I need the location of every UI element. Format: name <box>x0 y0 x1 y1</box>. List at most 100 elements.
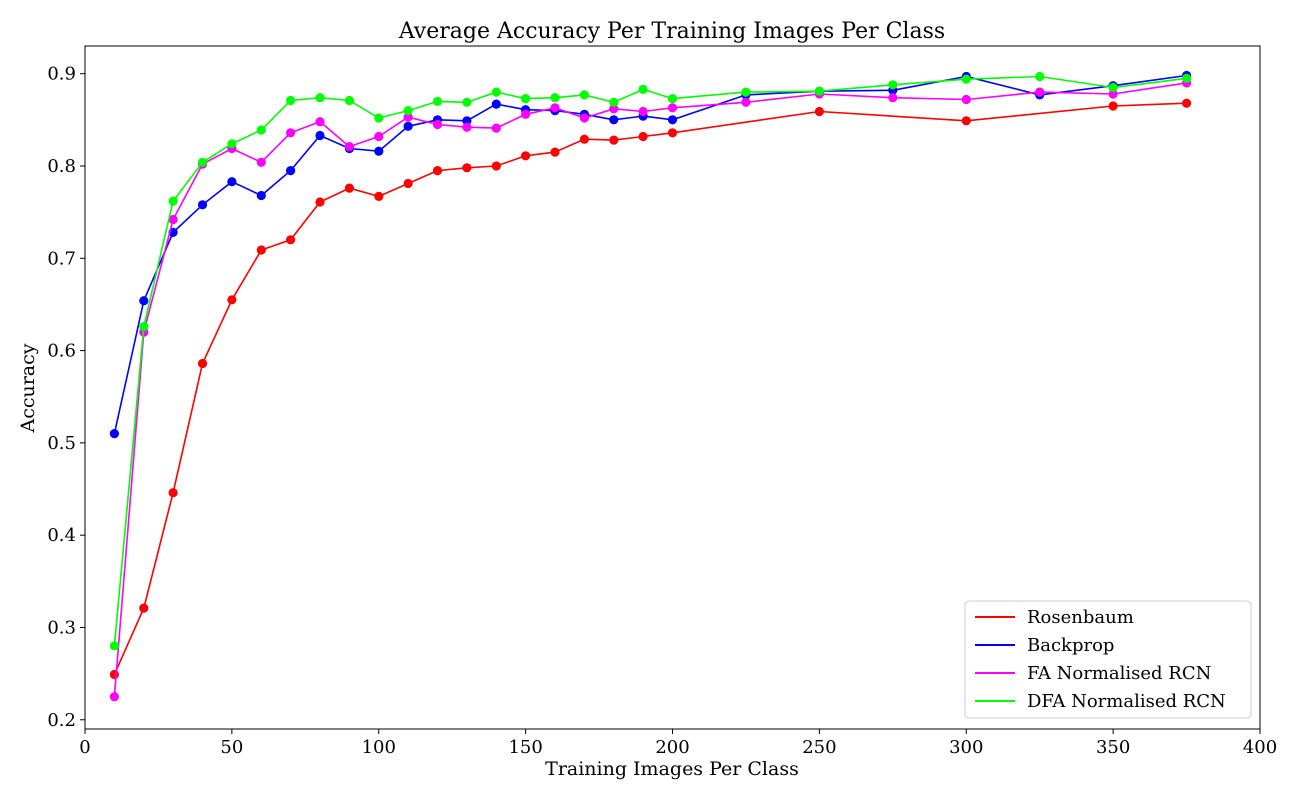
legend-frame <box>964 600 1252 719</box>
data-point-dfa-normalised-rcn <box>888 80 898 90</box>
data-point-backprop <box>609 115 619 125</box>
data-point-fa-normalised-rcn <box>315 117 325 127</box>
data-point-backprop <box>462 116 472 126</box>
data-point-fa-normalised-rcn <box>961 94 971 105</box>
y-axis: 0.2 0.3 0.4 0.5 0.6 0.7 0.8 0.9 <box>47 64 85 731</box>
data-point-fa-normalised-rcn <box>579 113 590 123</box>
data-point-fa-normalised-rcn <box>667 103 678 113</box>
x-tick-label: 100 <box>362 737 396 758</box>
data-point-dfa-normalised-rcn <box>1108 82 1118 93</box>
x-tick-label: 300 <box>949 737 983 758</box>
data-point-fa-normalised-rcn <box>1035 87 1045 97</box>
data-point-rosenbaum <box>256 245 266 255</box>
data-point-dfa-normalised-rcn <box>521 94 531 104</box>
x-axis-label: Training Images Per Class <box>545 758 799 780</box>
data-point-rosenbaum <box>109 669 119 680</box>
data-point-fa-normalised-rcn <box>168 214 178 225</box>
data-point-backprop <box>491 99 501 109</box>
data-point-backprop <box>667 115 678 125</box>
data-point-dfa-normalised-rcn <box>961 74 971 84</box>
x-tick-label: 50 <box>220 737 243 758</box>
data-point-fa-normalised-rcn <box>1108 89 1118 99</box>
legend-label: Rosenbaum <box>1027 607 1134 628</box>
data-point-fa-normalised-rcn <box>109 692 119 702</box>
data-point-backprop <box>256 190 266 201</box>
data-point-rosenbaum <box>315 197 325 207</box>
data-point-backprop <box>197 200 208 210</box>
data-point-rosenbaum <box>491 161 501 171</box>
y-tick-label: 0.9 <box>47 64 76 85</box>
x-tick-label: 350 <box>1096 737 1130 758</box>
data-point-backprop <box>109 429 119 439</box>
data-point-rosenbaum <box>609 135 619 145</box>
data-point-rosenbaum <box>462 163 472 173</box>
data-point-fa-normalised-rcn <box>741 97 751 107</box>
data-point-dfa-normalised-rcn <box>109 641 119 651</box>
y-tick-label: 0.4 <box>47 525 76 546</box>
y-tick-label: 0.3 <box>47 617 76 638</box>
data-point-fa-normalised-rcn <box>374 131 384 142</box>
data-point-rosenbaum <box>227 295 237 305</box>
data-point-fa-normalised-rcn <box>888 93 898 103</box>
data-point-fa-normalised-rcn <box>344 142 354 152</box>
series-line-dfa-normalised-rcn <box>113 75 1187 646</box>
series-line-rosenbaum <box>113 102 1187 675</box>
data-point-fa-normalised-rcn <box>462 122 472 132</box>
data-point-dfa-normalised-rcn <box>609 97 619 107</box>
data-point-rosenbaum <box>344 183 354 193</box>
data-point-rosenbaum <box>667 128 678 138</box>
x-tick-label: 150 <box>508 737 542 758</box>
data-point-fa-normalised-rcn <box>609 104 619 114</box>
data-point-dfa-normalised-rcn <box>286 95 296 106</box>
data-point-dfa-normalised-rcn <box>462 97 472 107</box>
data-point-dfa-normalised-rcn <box>638 84 648 94</box>
data-point-dfa-normalised-rcn <box>550 93 560 103</box>
chart-title: Average Accuracy Per Training Images Per… <box>398 19 945 44</box>
data-point-backprop <box>286 166 296 176</box>
legend-label: Backprop <box>1027 635 1114 656</box>
data-point-dfa-normalised-rcn <box>344 95 354 106</box>
data-point-fa-normalised-rcn <box>286 128 296 138</box>
data-point-dfa-normalised-rcn <box>227 139 237 149</box>
data-point-rosenbaum <box>1182 98 1192 108</box>
series-backprop <box>109 70 1192 439</box>
data-point-dfa-normalised-rcn <box>432 96 443 106</box>
data-point-rosenbaum <box>286 235 296 245</box>
data-point-dfa-normalised-rcn <box>374 113 384 123</box>
data-point-rosenbaum <box>374 191 384 201</box>
y-tick-label: 0.6 <box>47 341 76 362</box>
data-point-rosenbaum <box>579 134 590 144</box>
data-point-fa-normalised-rcn <box>521 109 531 119</box>
data-point-fa-normalised-rcn <box>403 112 413 122</box>
legend: Rosenbaum Backprop FA Normalised RCN DFA No… <box>964 600 1252 719</box>
x-axis: 0 50 100 150 200 250 300 350 400 <box>79 729 1277 758</box>
x-tick-label: 250 <box>802 737 836 758</box>
data-point-backprop <box>315 130 325 141</box>
data-point-rosenbaum <box>961 116 971 126</box>
data-point-rosenbaum <box>814 106 825 117</box>
data-point-dfa-normalised-rcn <box>1182 73 1192 83</box>
data-point-dfa-normalised-rcn <box>814 86 825 96</box>
data-point-dfa-normalised-rcn <box>315 93 325 103</box>
series-rosenbaum <box>109 98 1192 680</box>
series-layer <box>109 70 1192 702</box>
legend-label: DFA Normalised RCN <box>1027 691 1226 712</box>
data-point-dfa-normalised-rcn <box>741 87 751 97</box>
data-point-backprop <box>403 121 413 131</box>
series-line-backprop <box>113 74 1187 434</box>
legend-label: FA Normalised RCN <box>1027 663 1211 684</box>
data-point-dfa-normalised-rcn <box>1035 71 1045 82</box>
data-point-fa-normalised-rcn <box>491 123 501 133</box>
series-dfa-normalised-rcn <box>109 71 1192 651</box>
data-point-dfa-normalised-rcn <box>168 196 178 206</box>
x-tick-label: 400 <box>1243 737 1277 758</box>
data-point-rosenbaum <box>550 147 560 157</box>
data-point-rosenbaum <box>521 151 531 161</box>
data-point-backprop <box>227 177 237 187</box>
data-point-rosenbaum <box>168 488 178 498</box>
data-point-backprop <box>139 296 149 306</box>
data-point-rosenbaum <box>197 358 208 369</box>
data-point-fa-normalised-rcn <box>432 119 443 130</box>
y-tick-label: 0.7 <box>47 248 76 269</box>
